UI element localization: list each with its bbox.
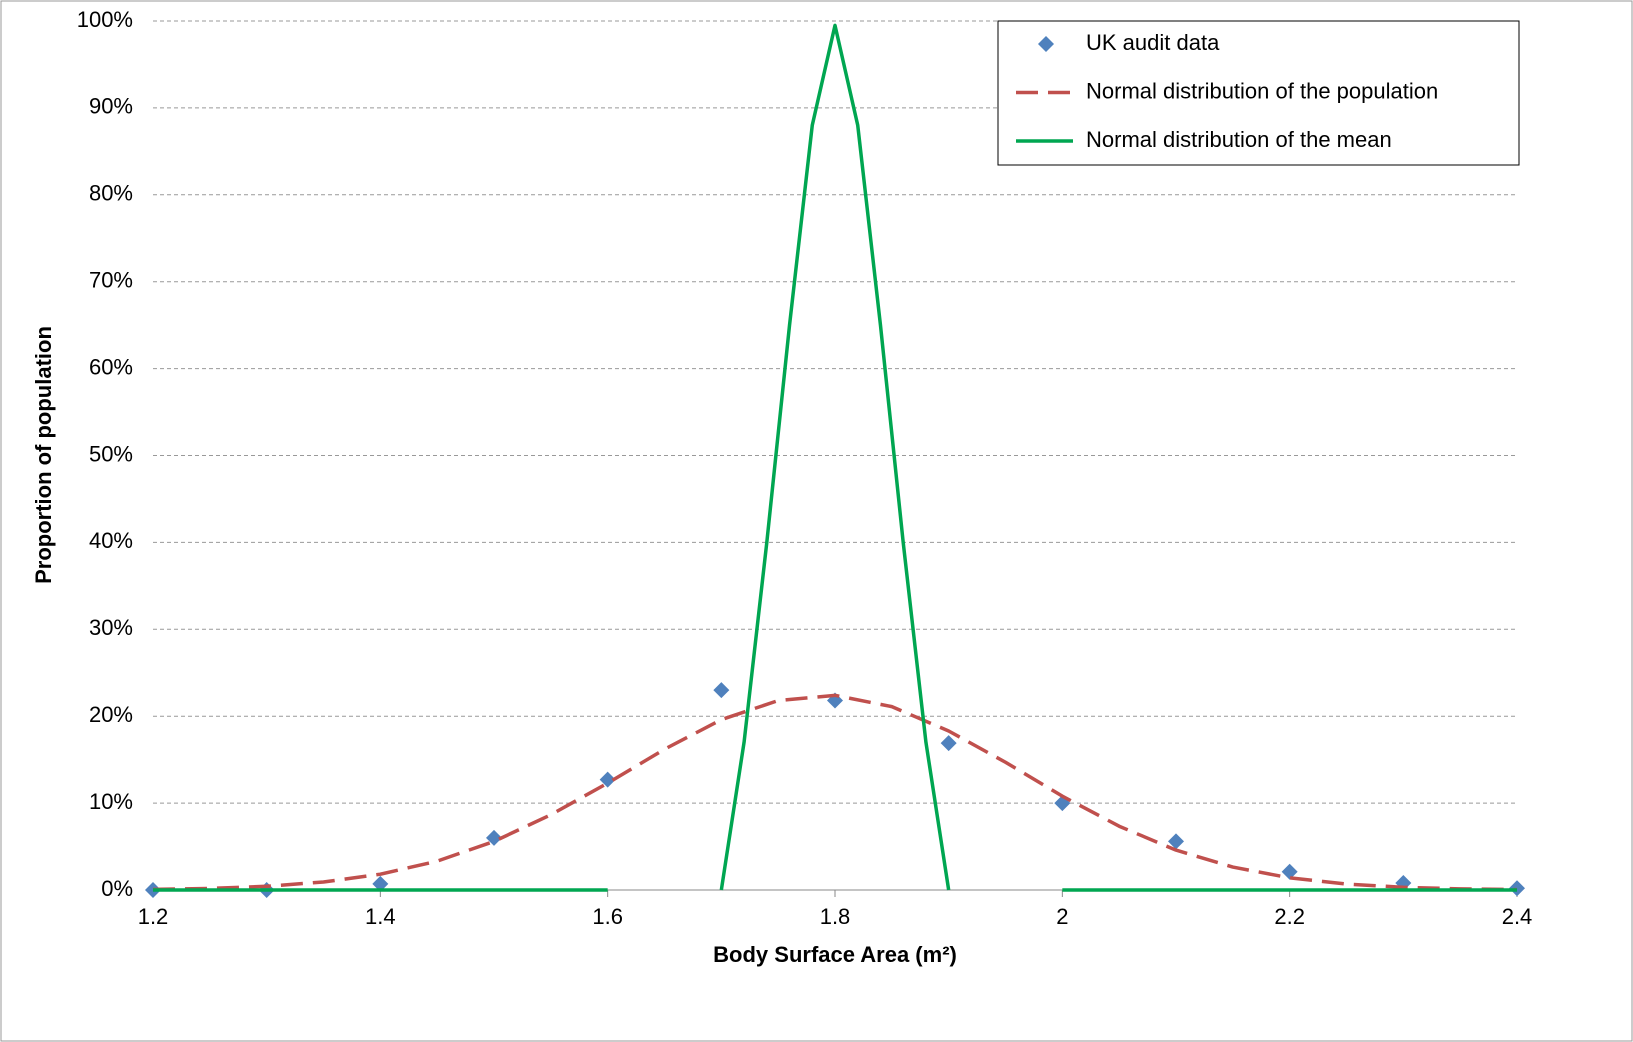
x-tick-label: 1.4	[365, 904, 396, 929]
x-tick-label: 2.4	[1502, 904, 1533, 929]
x-tick-label: 2	[1056, 904, 1068, 929]
y-axis-title: Proportion of population	[31, 326, 56, 584]
data-point	[940, 735, 957, 752]
x-tick-label: 1.2	[138, 904, 169, 929]
legend-marker	[1038, 36, 1054, 52]
y-tick-label: 30%	[89, 615, 133, 640]
y-tick-label: 50%	[89, 441, 133, 466]
data-point	[486, 829, 502, 846]
y-tick-label: 70%	[89, 268, 133, 293]
legend-label: Normal distribution of the population	[1086, 78, 1438, 103]
y-tick-label: 80%	[89, 181, 133, 206]
y-tick-label: 0%	[101, 876, 133, 901]
x-tick-label: 1.6	[592, 904, 623, 929]
y-tick-label: 40%	[89, 528, 133, 553]
y-tick-label: 100%	[77, 7, 133, 32]
data-point	[1281, 863, 1298, 880]
data-point	[713, 682, 730, 699]
data-line	[152, 693, 1518, 892]
legend-box	[997, 20, 1520, 166]
legend-label: UK audit data	[1086, 30, 1220, 55]
x-tick-label: 1.8	[820, 904, 851, 929]
data-point	[1168, 833, 1184, 850]
y-tick-label: 60%	[89, 354, 133, 379]
x-tick-label: 2.2	[1274, 904, 1305, 929]
x-axis-title: Body Surface Area (m²)	[713, 942, 957, 967]
data-line	[153, 23, 1517, 892]
y-tick-label: 20%	[89, 702, 133, 727]
legend-label: Normal distribution of the mean	[1086, 127, 1392, 152]
data-point	[372, 875, 389, 892]
data-point	[599, 771, 616, 788]
y-tick-label: 90%	[89, 94, 133, 119]
y-tick-label: 10%	[89, 789, 133, 814]
